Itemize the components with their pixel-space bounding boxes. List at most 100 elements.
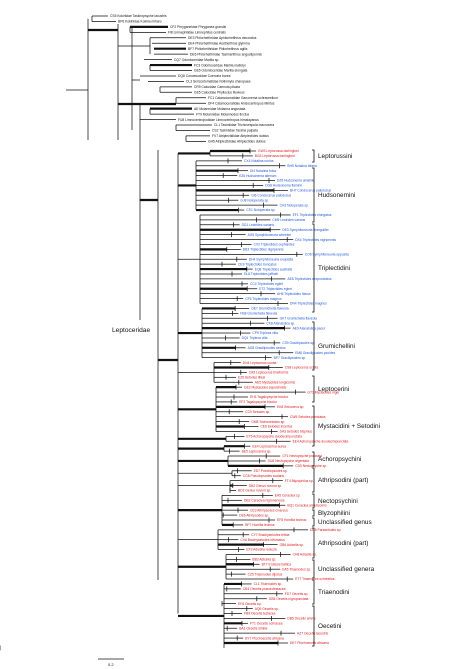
ingroup-tip-label: AG9 Symphitoneuria wheeleri <box>248 233 292 237</box>
ingroup-tip-label: FB9 Oecetis testacea <box>244 612 276 616</box>
clade-bracket: Athripsodini (part) <box>312 527 368 559</box>
clade-label: Unclassified genera <box>318 566 375 573</box>
ingroup-tip-label: CC9 Setodes sp. <box>245 410 270 414</box>
clade-bracket: Unclassified genera <box>312 559 375 579</box>
ingroup-tip-label: CA9 Leptocerus tineiformis <box>249 371 289 375</box>
clade-bracket: Grumichellini <box>312 321 355 371</box>
ingroup-tip-label: DG8 Hudsonema flaminii <box>265 184 302 188</box>
outgroup-tip-label: DE4 Philorheithridae Austheithrus glymma <box>188 41 250 45</box>
ingroup-tip-label: BH5 Notalina bifaria <box>287 164 316 168</box>
ingroup-tip-label: EZ6 Setodes illiesi <box>238 376 265 380</box>
ingroup-tip-label: DN4 Triplectides magnus <box>290 302 327 306</box>
ingroup-tip-label: GT1 Mystacides niger <box>307 390 340 394</box>
ingroup-tip-label: CZ5 Triaenodes dipsius <box>248 572 283 576</box>
ingroup-tip-label: EA5 Triaenodes sp. <box>282 567 311 571</box>
outgroup-tip-label: CL3 Sericostomatidae Notiomyia charopaea <box>186 80 251 84</box>
ingroup-tip-label: CF1 Nectopsyche punctata <box>282 454 322 458</box>
outgroup-tip-label: FT9 Molannidae Molannodes tinctus <box>196 112 249 116</box>
outgroup-tip-label: CS2 Tasimiidae Tasima palpata <box>212 129 258 133</box>
clade-label: Triplectidini <box>318 265 350 272</box>
outgroup-tip-label: CS5 Kokiriidae Taskiropsyche lacustris <box>110 14 167 18</box>
scale-bar-label: 0.2 <box>108 662 114 667</box>
clade-label: Athripsodini (part) <box>318 477 368 484</box>
clade-bracket: Mystacidini + Setodini <box>312 405 380 447</box>
ingroup-tip-label: BG3 Leptorussa darlingtoni <box>255 154 295 158</box>
outgroup-tip-label: FI8 Limnephilidae Limnephilus centralis <box>168 31 226 35</box>
ingroup-tip-label: DL8 Triplectides jaffueli <box>244 272 278 276</box>
ingroup-tip-label: CO6 Symphitoneuria opposita <box>305 253 349 257</box>
ingroup-tip-label: AE8 Triplectides sexpunctatus <box>287 277 332 281</box>
ingroup-tip-label: DB3 Triplectides nigripennis <box>243 248 284 252</box>
ingroup-tip-label: EK8 Setocerus sp. <box>277 405 304 409</box>
bracket-line <box>312 467 315 493</box>
ingroup-tip-label: AE5 Mystacides longicornis <box>255 380 296 384</box>
ingroup-tip-label: GE2 Mystacides sepulchralis <box>244 385 287 389</box>
ingroup-tip-label: BQ1 Ceraclea annulicornis <box>287 503 327 507</box>
ingroup-tip-label: GM8 Trichosetodes sp. <box>251 420 285 424</box>
ingroup-tip-label: ED7 Poecilopsodes sp. <box>254 469 288 473</box>
bracket-line <box>312 493 315 509</box>
ingroup-tip-label: DU6 Nectopsyche argentata <box>268 459 310 463</box>
ingroup-tip-label: EE4 Achoropsyche duodecimpunctata <box>293 439 349 443</box>
tip-labels: CS5 Kokiriidae Taskiropsyche lacustris BP… <box>110 14 349 645</box>
ingroup-tip-label: AH6 Triplectides flavus <box>277 292 311 296</box>
ingroup-tip-label: DQ1 Triplexa villa <box>242 336 268 340</box>
outgroup-tip-label: BF7 Philorheithridae Philorheithrus agil… <box>188 47 248 51</box>
ingroup-tip-label: CK8 Atanatolica sp. <box>266 321 295 325</box>
ingroup-tip-label: EF2 Tagalopsyche bicolor <box>239 400 278 404</box>
ingroup-tip-label: EE4 Leptocerina aurea <box>252 444 286 448</box>
outgroup-tip-label: DE6 Philorheithridae Tasimerithrus angus… <box>190 52 262 56</box>
outgroup-tip-label: CL1 Tasimiidae Trichovespula macroxera <box>214 123 274 127</box>
ingroup-tip-label: CS1 Notoperata sp. <box>246 208 275 212</box>
bracket-line <box>312 167 315 223</box>
ingroup-tip-label: CY7 Brachysetodes trifida <box>251 533 289 537</box>
ingroup-tip-label: BD2 Genus novum sp. <box>238 489 271 493</box>
clade-bracket: Blyzophilini <box>312 509 350 517</box>
outgroup-tip-label: CR9 Calocidae Caenota plicata <box>194 85 240 89</box>
bracket-line <box>312 149 315 163</box>
outgroup-tip-label: GH5 Atriplectididae Atriplectides dubius <box>208 140 266 144</box>
ingroup-tip-label: CF5 Triplectides magnus <box>245 297 282 301</box>
clade-bracket: Athripsodini (part) <box>312 467 368 493</box>
ingroup-tip-label: CM9 Lectrides varians <box>272 218 305 222</box>
ingroup-tip-label: EA5 Ceraclea sp. <box>275 494 301 498</box>
clade-bracket: Oecetini <box>312 605 341 647</box>
ingroup-tip-label: CX6 Brachysetodes bifurcatus <box>240 538 285 542</box>
ingroup-tip-label: BB3 Adicella sp. <box>252 558 276 562</box>
ingroup-tip-label: DH4 Symphitoneuria exquisita <box>249 257 294 261</box>
bracket-line <box>312 375 315 403</box>
bracket-line <box>312 223 315 313</box>
ingroup-tip-label: CE9 Triplectides truncatus <box>238 262 277 266</box>
ingroup-tip-label: BF7 Homilia leoleus <box>245 523 275 527</box>
outgroup-tip-label: BP6 Kokiriidae Kokiria miharo <box>118 20 162 24</box>
clade-label: Leptocerini <box>318 386 349 393</box>
ingroup-tip-label: CP9 Triplexa villa <box>252 331 278 335</box>
ingroup-tip-label: GW3 Leptorussa darlingtoni <box>258 149 299 153</box>
ingroup-tip-label: DZ6 Hudsonema amabile <box>277 179 315 183</box>
outgroup-tip-label: FV7 Atriplectididae Atriplectides dubius <box>212 134 269 138</box>
clade-label: Oecetini <box>318 623 341 630</box>
ingroup-tip-label: GJ8 Notoperata sp. <box>240 198 269 202</box>
ingroup-tip-label: DD5 Parasetodes sp. <box>310 528 341 532</box>
clade-label: Hudsonemini <box>318 192 355 199</box>
ingroup-tip-label: DN4 Leptocerus oculta <box>243 361 277 365</box>
ingroup-tip-label: CE3 Athripsodes cinereus <box>250 508 288 512</box>
ingroup-tip-label: AQ9 Oecetis sp. <box>255 607 279 611</box>
ingroup-tip-label: CD5 Nectopsyche sp. <box>295 464 327 468</box>
ingroup-tip-label: CC4 Triplectides egleri <box>250 282 283 286</box>
clade-bracket: Achoropsychini <box>312 451 361 467</box>
clade-label: Leptorussini <box>318 153 352 160</box>
outgroup-tip-label: FC1 Calamoceratidae Ganonema ochraceellu… <box>208 96 278 100</box>
clade-label: Athripsodini (part) <box>318 540 368 547</box>
bracket-line <box>312 509 315 517</box>
outgroup-tip-label: FU8 Limnocentropodidae Limnocentropus hi… <box>178 118 259 122</box>
ingroup-tip-label: AE9 Atanatolica pacei <box>293 326 325 330</box>
clade-bracket: Nectopsychini <box>312 493 358 509</box>
ingroup-tip-label: GB5 Oecetis nigropunctata <box>269 597 309 601</box>
clade-label: Triaenodini <box>318 589 349 596</box>
ingroup-tip-label: CW5 Setodes punctatus <box>290 415 326 419</box>
ingroup-tip-label: EZ6 Hudsonema alienum <box>239 174 276 178</box>
clade-bracket: Triaenodini <box>312 579 349 605</box>
clade-bracket: Hudsonemini <box>312 167 355 223</box>
ingroup-tip-label: BY7 Ptochoecetis africana <box>245 636 284 640</box>
